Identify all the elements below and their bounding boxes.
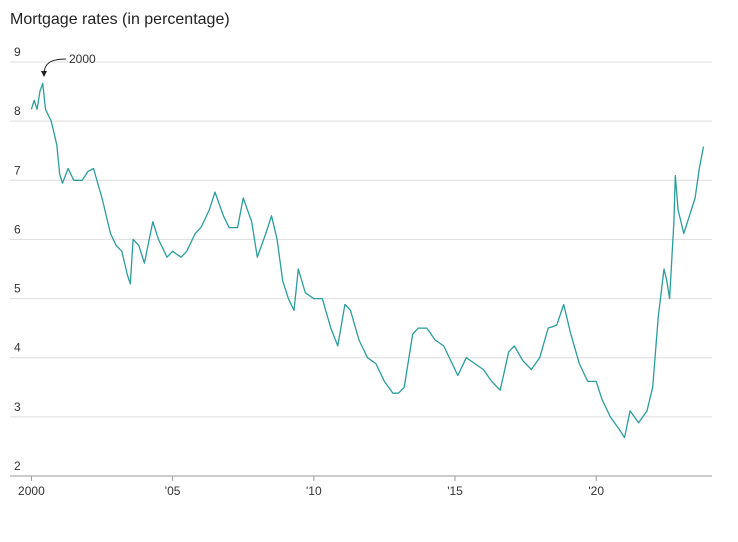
y-tick-label: 8 [14,104,21,118]
x-tick-label: '15 [447,484,463,498]
y-tick-label: 5 [14,282,21,296]
y-tick-label: 4 [14,341,21,355]
chart-title: Mortgage rates (in percentage) [10,11,230,28]
x-tick-label: 2000 [18,484,45,498]
line [30,82,705,439]
x-tick-label: '20 [588,484,604,498]
y-tick-label: 6 [14,222,21,236]
annotation: 2000 [69,52,96,66]
y-tick-label: 7 [14,163,21,177]
annotation-arrow [43,58,67,75]
annotation-arrowhead [41,71,47,77]
y-tick-label: 9 [14,45,21,59]
x-tick-label: '05 [165,484,181,498]
x-tick-label: '10 [306,484,322,498]
y-tick-label: 3 [14,400,21,414]
y-tick-label: 2 [14,459,21,473]
